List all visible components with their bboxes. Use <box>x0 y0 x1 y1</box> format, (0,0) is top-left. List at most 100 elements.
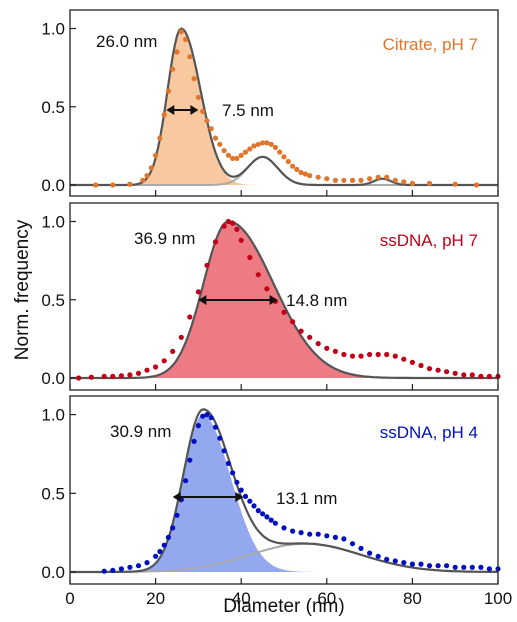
x-tick-label: 40 <box>232 589 251 608</box>
data-point <box>277 149 283 155</box>
data-point <box>486 373 492 379</box>
data-point <box>140 177 146 183</box>
data-point <box>187 457 193 463</box>
data-point <box>444 369 450 375</box>
data-point <box>135 563 142 569</box>
data-point <box>76 375 82 381</box>
data-point <box>208 126 214 132</box>
data-point <box>272 520 278 526</box>
data-point <box>127 181 133 187</box>
data-point <box>153 152 159 158</box>
data-point <box>247 254 253 261</box>
series-label: ssDNA, pH 7 <box>380 231 478 250</box>
y-tick-label: 1.0 <box>41 406 65 425</box>
data-point <box>332 177 338 183</box>
data-point <box>230 220 236 226</box>
data-point <box>255 141 261 147</box>
fit-curve <box>70 27 498 187</box>
data-point <box>384 351 390 358</box>
y-tick-label: 0.5 <box>41 484 65 503</box>
fit-curve <box>70 220 498 380</box>
data-point <box>221 148 227 154</box>
data-point <box>260 140 266 146</box>
data-point <box>212 424 219 430</box>
data-point <box>234 479 240 485</box>
plot-frame <box>69 9 499 197</box>
data-point <box>127 372 133 378</box>
data-point <box>165 88 171 94</box>
data-point <box>195 423 201 429</box>
data-point <box>153 553 159 559</box>
data-point <box>212 135 219 141</box>
data-point <box>251 143 257 149</box>
data-point <box>426 180 433 186</box>
fwhm-arrowhead-right <box>235 492 244 502</box>
data-point <box>204 412 210 418</box>
data-point <box>251 503 257 509</box>
data-point <box>341 351 347 358</box>
data-point <box>264 514 270 520</box>
data-point <box>392 177 398 183</box>
data-point <box>221 223 227 229</box>
data-point <box>238 152 244 158</box>
data-point <box>127 564 133 570</box>
data-point <box>401 356 407 362</box>
data-point <box>315 341 321 347</box>
data-point <box>212 239 219 245</box>
data-point <box>444 563 450 569</box>
data-point <box>225 460 231 466</box>
y-tick-label: 0.0 <box>41 563 65 582</box>
secondary-fit-curve <box>70 542 498 573</box>
data-point <box>474 182 480 188</box>
data-point <box>268 141 274 147</box>
data-point <box>191 438 197 444</box>
data-point <box>225 218 231 225</box>
data-point <box>161 358 167 364</box>
data-point <box>247 146 253 152</box>
data-point <box>401 560 407 566</box>
data-point <box>384 556 390 563</box>
data-point <box>242 149 249 155</box>
data-point <box>409 561 415 567</box>
data-point <box>264 286 270 292</box>
data-point <box>375 174 381 180</box>
data-point <box>409 359 415 365</box>
fwhm-arrowhead-left <box>166 105 175 115</box>
panel-2: 0.0 0.5 1.0 36.9 nm 14.8 nm ssDNA, pH 7 <box>41 202 501 391</box>
data-point <box>281 525 287 531</box>
data-point <box>93 182 99 188</box>
x-tick-label: 20 <box>146 589 165 608</box>
x-tick-label: 0 <box>65 589 74 608</box>
secondary-fit-curve <box>70 155 498 186</box>
data-point <box>290 319 296 325</box>
data-point <box>187 314 193 320</box>
data-point <box>290 528 296 534</box>
data-point <box>294 166 300 172</box>
data-point <box>367 351 373 358</box>
data-point <box>349 353 356 359</box>
data-point <box>332 534 338 541</box>
main-peak-area <box>70 414 498 572</box>
data-point <box>478 564 484 570</box>
data-point <box>161 542 167 548</box>
data-point <box>409 180 415 186</box>
x-tick-label: 80 <box>403 589 422 608</box>
data-point <box>144 560 150 566</box>
data-point <box>302 171 308 177</box>
data-point <box>324 533 330 539</box>
data-point <box>367 176 373 182</box>
data-point <box>290 163 296 169</box>
data-point <box>148 165 154 171</box>
data-point <box>418 362 424 369</box>
data-point <box>200 108 206 115</box>
data-point <box>174 512 180 518</box>
data-point <box>358 353 364 359</box>
y-tick-label: 0.5 <box>41 98 65 117</box>
data-point <box>225 152 231 158</box>
data-point <box>324 345 330 351</box>
data-point <box>358 177 364 183</box>
data-point <box>195 289 201 295</box>
data-point <box>426 366 433 372</box>
data-point <box>285 158 291 165</box>
data-point <box>281 309 287 315</box>
